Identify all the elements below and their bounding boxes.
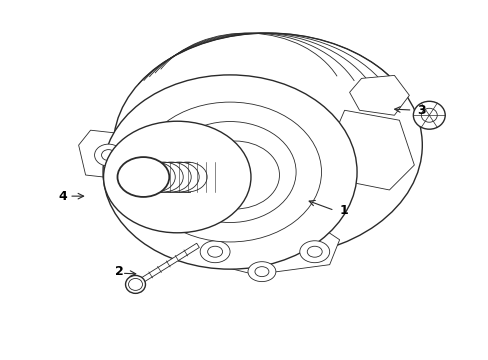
Ellipse shape bbox=[128, 278, 142, 291]
Ellipse shape bbox=[103, 75, 356, 269]
Ellipse shape bbox=[412, 101, 444, 129]
Ellipse shape bbox=[151, 162, 191, 192]
Ellipse shape bbox=[94, 144, 122, 166]
Text: 1: 1 bbox=[339, 204, 347, 217]
Ellipse shape bbox=[103, 121, 250, 233]
Polygon shape bbox=[180, 220, 339, 275]
Ellipse shape bbox=[163, 122, 296, 222]
Polygon shape bbox=[139, 243, 199, 283]
Ellipse shape bbox=[299, 241, 329, 263]
Text: 4: 4 bbox=[58, 190, 66, 203]
Polygon shape bbox=[349, 75, 408, 115]
Ellipse shape bbox=[159, 162, 199, 192]
Ellipse shape bbox=[143, 162, 183, 192]
Polygon shape bbox=[329, 110, 413, 190]
Ellipse shape bbox=[421, 108, 436, 122]
Ellipse shape bbox=[119, 162, 159, 192]
Ellipse shape bbox=[200, 241, 229, 263]
Ellipse shape bbox=[138, 102, 321, 242]
Ellipse shape bbox=[254, 267, 268, 276]
Ellipse shape bbox=[127, 162, 167, 192]
Ellipse shape bbox=[207, 246, 222, 257]
Ellipse shape bbox=[135, 162, 175, 192]
Ellipse shape bbox=[125, 275, 145, 293]
Text: 2: 2 bbox=[115, 265, 124, 278]
Polygon shape bbox=[79, 130, 140, 180]
Ellipse shape bbox=[190, 141, 279, 209]
Ellipse shape bbox=[102, 150, 115, 161]
Ellipse shape bbox=[113, 33, 422, 257]
Ellipse shape bbox=[247, 262, 275, 282]
Ellipse shape bbox=[167, 162, 207, 192]
Text: 3: 3 bbox=[417, 104, 425, 117]
Ellipse shape bbox=[306, 246, 322, 257]
Ellipse shape bbox=[117, 157, 169, 197]
